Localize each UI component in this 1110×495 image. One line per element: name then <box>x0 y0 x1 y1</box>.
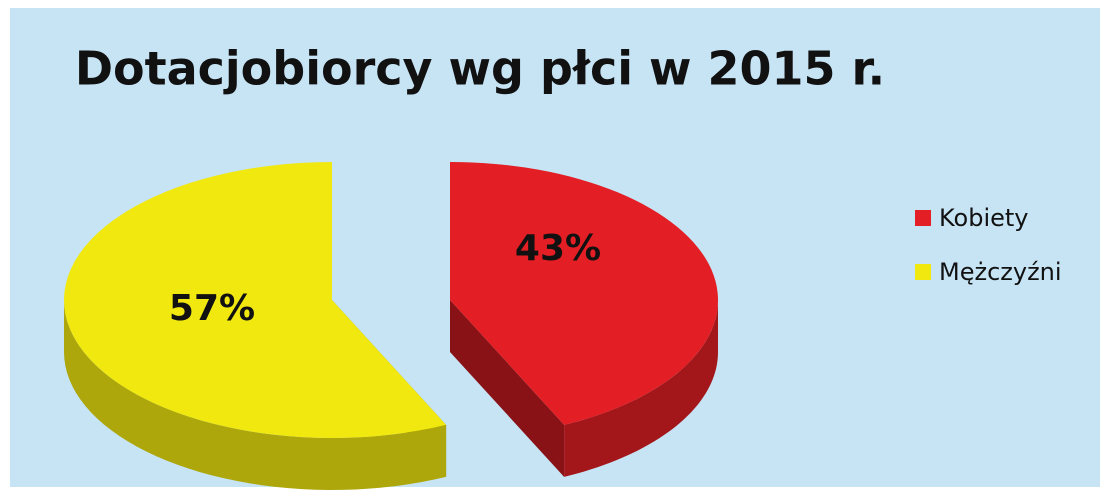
data-label: 57% <box>169 288 255 329</box>
chart-title: Dotacjobiorcy wg płci w 2015 r. <box>75 42 885 96</box>
legend-swatch <box>915 210 931 226</box>
legend-swatch <box>915 264 931 280</box>
slice-side <box>64 300 447 490</box>
pie-slice <box>450 162 718 477</box>
pie-slice <box>64 162 447 490</box>
slice-top <box>64 162 447 438</box>
legend-label: Kobiety <box>939 204 1029 232</box>
slice-side <box>564 300 718 477</box>
legend-label: Mężczyźni <box>939 258 1062 286</box>
slice-top <box>450 162 718 425</box>
data-label: 43% <box>515 228 601 269</box>
slice-edge-face <box>450 300 565 477</box>
